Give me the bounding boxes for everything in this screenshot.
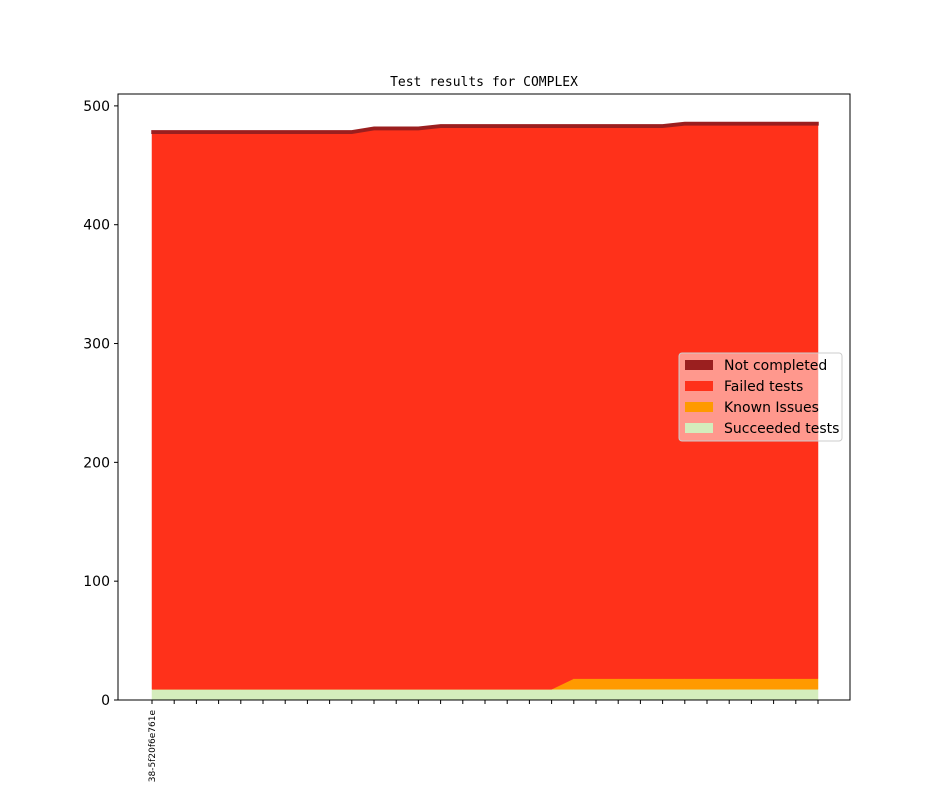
- legend-swatch: [685, 423, 713, 433]
- area: [151, 689, 819, 701]
- legend-label: Failed tests: [724, 379, 803, 395]
- legend-label: Known Issues: [724, 400, 819, 416]
- plot-frame: [117, 93, 851, 701]
- legend-label: Not completed: [724, 358, 827, 374]
- legend-swatch: [685, 381, 713, 391]
- y-tick-label: 100: [83, 574, 110, 590]
- y-tick-label: 300: [83, 337, 110, 353]
- legend-label: Succeeded tests: [724, 421, 839, 437]
- area: [151, 121, 819, 134]
- x-tick-label: 38-5f20f6e761e: [148, 710, 158, 783]
- legend-swatch: [685, 360, 713, 370]
- legend-box: [678, 352, 843, 442]
- y-tick-label: 0: [101, 693, 110, 709]
- chart-title: Test results for COMPLEX: [390, 75, 578, 90]
- legend: Not completed Failed tests Known Issues Suc…: [678, 352, 843, 442]
- y-tick-label: 200: [83, 455, 110, 471]
- legend-swatch: [685, 402, 713, 412]
- y-tick-label: 400: [83, 218, 110, 234]
- y-tick-label: 500: [83, 99, 110, 115]
